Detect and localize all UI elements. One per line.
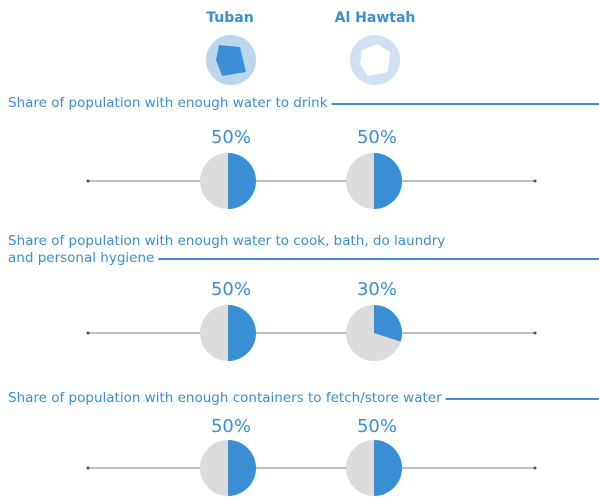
- axis-end: [533, 466, 537, 470]
- pie-slice: [374, 153, 402, 209]
- section-title: Share of population with enough water to…: [8, 233, 445, 249]
- value-label: 50%: [357, 127, 397, 148]
- district-shape: [360, 44, 390, 76]
- axis-end: [86, 331, 90, 335]
- district-name: Al Hawtah: [335, 10, 416, 26]
- section-title: Share of population with enough water to…: [8, 95, 328, 111]
- pie-slice: [374, 440, 402, 496]
- pie-slice: [228, 440, 256, 496]
- value-label: 50%: [357, 416, 397, 437]
- value-label: 50%: [211, 416, 251, 437]
- value-label: 30%: [357, 279, 397, 300]
- district-shape: [216, 45, 246, 76]
- value-label: 50%: [211, 279, 251, 300]
- pie-slice: [228, 153, 256, 209]
- axis-end: [533, 331, 537, 335]
- axis-end: [86, 179, 90, 183]
- axis-end: [533, 179, 537, 183]
- pie-slice: [228, 305, 256, 361]
- section-title: Share of population with enough containe…: [8, 390, 442, 406]
- axis-end: [86, 466, 90, 470]
- section-title: and personal hygiene: [8, 250, 154, 266]
- district-name: Tuban: [206, 10, 253, 26]
- pie-slice: [374, 305, 402, 342]
- value-label: 50%: [211, 127, 251, 148]
